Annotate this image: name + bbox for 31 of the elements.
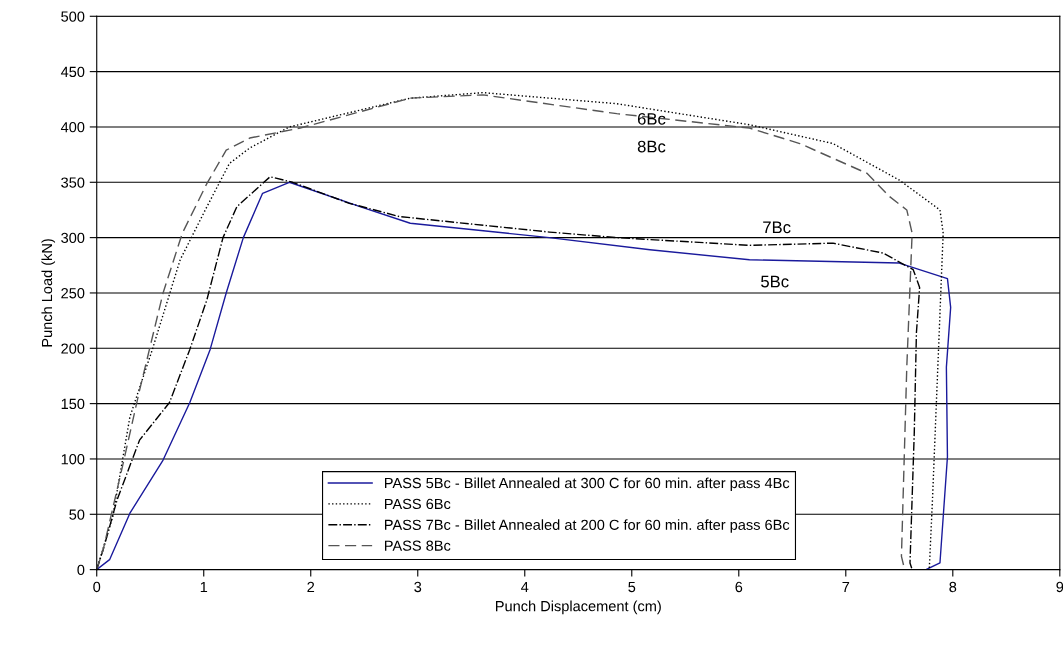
y-tick-label: 400 <box>60 122 85 133</box>
legend-label: PASS 5Bc - Billet Annealed at 300 C for 60 min. after pass 4Bc <box>385 477 790 492</box>
y-tick-label: 500 <box>61 11 85 22</box>
y-tick-label: 200 <box>61 343 85 354</box>
legend-label: PASS 6Bc <box>385 498 451 510</box>
y-tick-label: 450 <box>60 66 85 78</box>
legend-label: PASS 8Bc <box>385 540 451 551</box>
y-tick-label: 100 <box>61 454 85 465</box>
x-tick-label: 2 <box>307 581 315 592</box>
y-tick-label: 300 <box>61 232 85 244</box>
x-tick-label: 8 <box>949 581 957 593</box>
legend-label: PASS 7Bc - Billet Annealed at 200 C for 60 min. after pass 6Bc <box>385 519 790 533</box>
x-axis-title: Punch Displacement (cm) <box>496 600 661 615</box>
y-tick-label: 250 <box>61 288 85 299</box>
x-tick-label: 4 <box>521 581 529 592</box>
x-tick-label: 3 <box>414 581 422 593</box>
x-tick-label: 6 <box>735 581 743 593</box>
y-tick-label: 350 <box>61 177 85 188</box>
x-tick-label: 7 <box>842 581 850 592</box>
x-tick-label: 9 <box>1056 581 1063 593</box>
x-tick-label: 5 <box>628 581 636 593</box>
y-tick-label: 150 <box>61 398 85 410</box>
x-tick-label: 1 <box>200 581 208 592</box>
y-tick-label: 0 <box>77 564 85 576</box>
annotation: 5Bc <box>761 275 789 288</box>
annotation: 6Bc <box>637 112 666 125</box>
annotation: 7Bc <box>763 221 791 234</box>
annotation: 8Bc <box>637 140 666 153</box>
x-tick-label: 0 <box>93 581 101 593</box>
y-tick-label: 50 <box>69 509 85 520</box>
y-axis-title: Punch Load (kN) <box>41 239 56 347</box>
